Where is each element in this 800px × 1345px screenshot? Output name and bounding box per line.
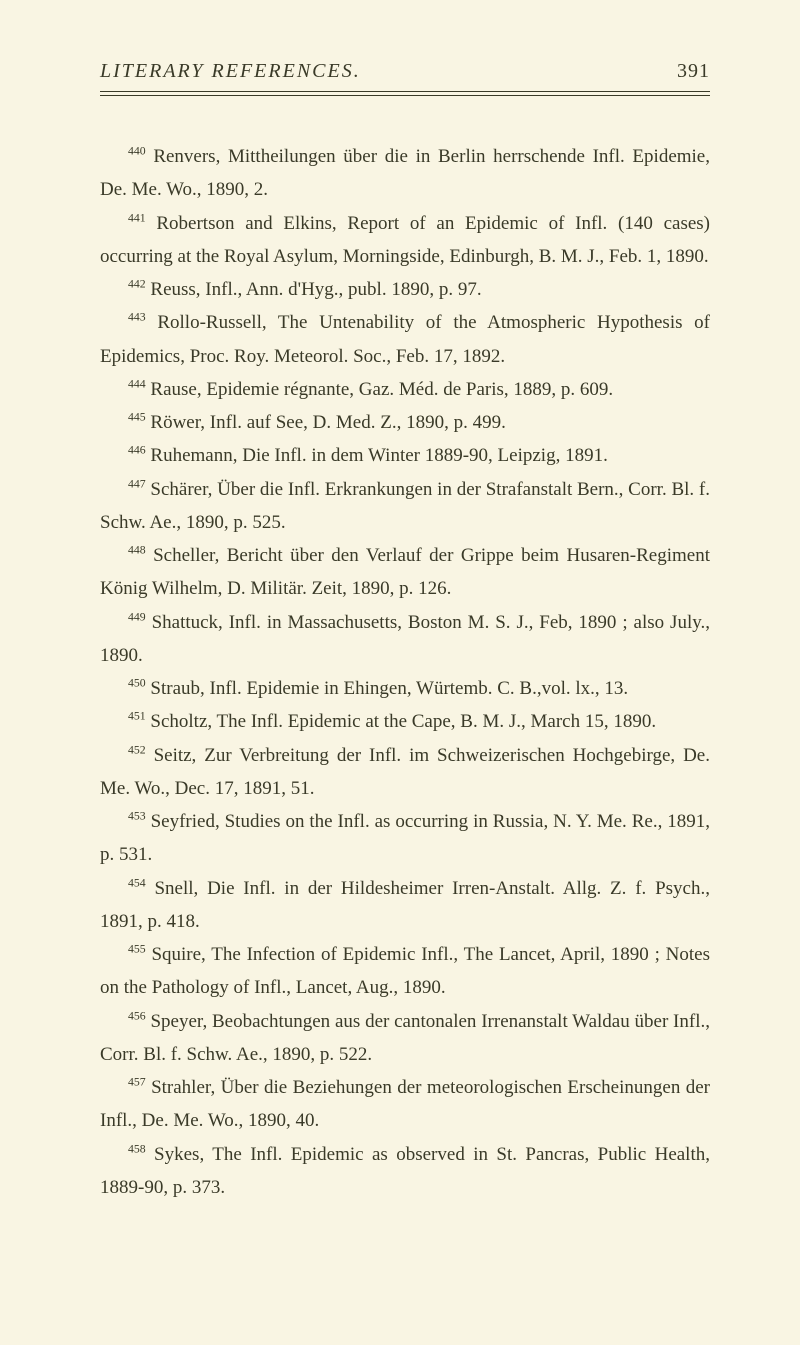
reference-text: Robertson and Elkins, Report of an Epide…: [100, 213, 710, 267]
running-title: LITERARY REFERENCES.: [100, 60, 361, 83]
reference-entry: 447 Schärer, Über die Infl. Erkrankungen…: [100, 473, 710, 540]
reference-entry: 451 Scholtz, The Infl. Epidemic at the C…: [100, 705, 710, 738]
reference-number: 442: [128, 278, 146, 291]
reference-text: Scheller, Bericht über den Verlauf der G…: [100, 545, 710, 599]
reference-text: Rause, Epidemie régnante, Gaz. Méd. de P…: [146, 379, 614, 400]
reference-entry: 441 Robertson and Elkins, Report of an E…: [100, 207, 710, 274]
reference-text: Röwer, Infl. auf See, D. Med. Z., 1890, …: [146, 412, 506, 433]
reference-number: 440: [128, 145, 146, 158]
reference-number: 447: [128, 477, 146, 490]
reference-number: 441: [128, 211, 146, 224]
reference-number: 449: [128, 610, 146, 623]
reference-text: Shattuck, Infl. in Massachusetts, Boston…: [100, 612, 710, 666]
reference-entry: 454 Snell, Die Infl. in der Hildesheimer…: [100, 872, 710, 939]
reference-number: 457: [128, 1076, 146, 1089]
page-number: 391: [677, 60, 710, 83]
reference-number: 451: [128, 710, 146, 723]
reference-entry: 443 Rollo-Russell, The Untenability of t…: [100, 306, 710, 373]
reference-text: Strahler, Über die Beziehungen der meteo…: [100, 1077, 710, 1131]
rule-bottom: [100, 95, 710, 96]
reference-text: Squire, The Infection of Epidemic Infl.,…: [100, 944, 710, 998]
reference-text: Scholtz, The Infl. Epidemic at the Cape,…: [146, 711, 656, 732]
reference-number: 452: [128, 743, 146, 756]
reference-text: Rollo-Russell, The Untenability of the A…: [100, 312, 710, 366]
reference-text: Schärer, Über die Infl. Erkrankungen in …: [100, 479, 710, 533]
reference-number: 445: [128, 411, 146, 424]
reference-text: Sykes, The Infl. Epidemic as observed in…: [100, 1144, 710, 1198]
reference-number: 450: [128, 677, 146, 690]
reference-list: 440 Renvers, Mittheilungen über die in B…: [100, 140, 710, 1204]
reference-text: Reuss, Infl., Ann. d'Hyg., publ. 1890, p…: [146, 279, 482, 300]
reference-entry: 458 Sykes, The Infl. Epidemic as observe…: [100, 1138, 710, 1205]
reference-entry: 450 Straub, Infl. Epidemie in Ehingen, W…: [100, 672, 710, 705]
reference-text: Seyfried, Studies on the Infl. as occurr…: [100, 811, 710, 865]
reference-entry: 440 Renvers, Mittheilungen über die in B…: [100, 140, 710, 207]
reference-entry: 452 Seitz, Zur Verbreitung der Infl. im …: [100, 739, 710, 806]
reference-text: Renvers, Mittheilungen über die in Berli…: [100, 146, 710, 200]
reference-entry: 457 Strahler, Über die Beziehungen der m…: [100, 1071, 710, 1138]
reference-entry: 448 Scheller, Bericht über den Verlauf d…: [100, 539, 710, 606]
reference-text: Speyer, Beobachtungen aus der cantonalen…: [100, 1011, 710, 1065]
reference-number: 448: [128, 544, 146, 557]
reference-entry: 444 Rause, Epidemie régnante, Gaz. Méd. …: [100, 373, 710, 406]
header-rules: [100, 91, 710, 96]
reference-text: Straub, Infl. Epidemie in Ehingen, Würte…: [146, 678, 629, 699]
reference-number: 444: [128, 377, 146, 390]
reference-entry: 445 Röwer, Infl. auf See, D. Med. Z., 18…: [100, 406, 710, 439]
reference-entry: 456 Speyer, Beobachtungen aus der canton…: [100, 1005, 710, 1072]
reference-number: 456: [128, 1009, 146, 1022]
reference-number: 458: [128, 1142, 146, 1155]
reference-number: 443: [128, 311, 146, 324]
reference-entry: 449 Shattuck, Infl. in Massachusetts, Bo…: [100, 606, 710, 673]
reference-entry: 446 Ruhemann, Die Infl. in dem Winter 18…: [100, 439, 710, 472]
reference-text: Seitz, Zur Verbreitung der Infl. im Schw…: [100, 745, 710, 799]
reference-entry: 455 Squire, The Infection of Epidemic In…: [100, 938, 710, 1005]
reference-text: Ruhemann, Die Infl. in dem Winter 1889-9…: [146, 445, 608, 466]
reference-number: 446: [128, 444, 146, 457]
reference-number: 455: [128, 943, 146, 956]
reference-text: Snell, Die Infl. in der Hildesheimer Irr…: [100, 878, 710, 932]
rule-top: [100, 91, 710, 92]
reference-entry: 453 Seyfried, Studies on the Infl. as oc…: [100, 805, 710, 872]
reference-number: 454: [128, 876, 146, 889]
reference-entry: 442 Reuss, Infl., Ann. d'Hyg., publ. 189…: [100, 273, 710, 306]
running-header: LITERARY REFERENCES. 391: [100, 60, 710, 83]
reference-number: 453: [128, 810, 146, 823]
